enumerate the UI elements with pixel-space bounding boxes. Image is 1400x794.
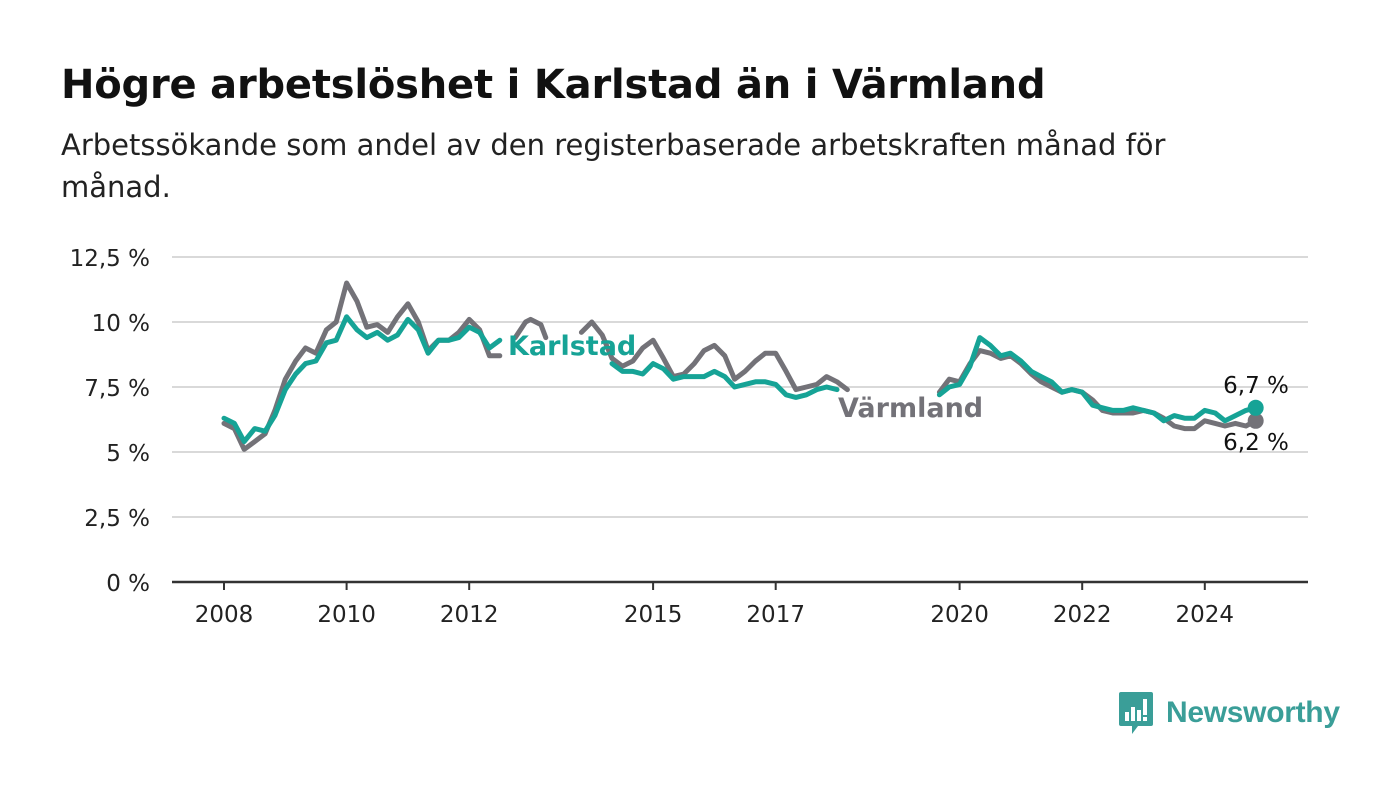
y-tick-label: 7,5 % — [84, 376, 150, 402]
y-tick-label: 12,5 % — [70, 246, 150, 272]
x-tick-label: 2022 — [1053, 602, 1112, 628]
karlstad-end-value: 6,7 % — [1223, 373, 1289, 399]
x-tick-label: 2020 — [930, 602, 989, 628]
x-tick-label: 2008 — [195, 602, 254, 628]
x-tick-label: 2024 — [1176, 602, 1235, 628]
karlstad-end-point — [1247, 399, 1264, 416]
varmland-end-point — [1247, 412, 1264, 429]
karlstad-series-line — [936, 335, 1259, 424]
grid-layer: 0 % 2,5 % 5 % 7,5 % 10 % 12,5 % 2008 2010 2012 20… — [70, 246, 1308, 628]
x-tick-label: 2015 — [624, 602, 683, 628]
newsworthy-brand[interactable]: Newsworthy — [1118, 690, 1340, 736]
y-tick-label: 10 % — [92, 311, 150, 337]
y-tick-label: 0 % — [106, 571, 150, 597]
karlstad-series-line — [609, 361, 840, 400]
x-tick-label: 2017 — [746, 602, 805, 628]
varmland-series-line — [221, 280, 503, 452]
x-tick-label: 2010 — [317, 602, 376, 628]
karlstad-series-label: Karlstad — [508, 331, 636, 362]
y-tick-label: 2,5 % — [84, 506, 150, 532]
karlstad-series-line — [221, 314, 503, 445]
series-layer — [221, 280, 1264, 452]
label-layer: Karlstad Värmland 6,7 % 6,2 % — [508, 331, 1289, 456]
varmland-series-line — [512, 316, 549, 341]
varmland-end-value: 6,2 % — [1223, 430, 1289, 456]
chart-title: Högre arbetslöshet i Karlstad än i Värml… — [61, 62, 1046, 108]
y-tick-label: 5 % — [106, 441, 150, 467]
varmland-series-label: Värmland — [838, 393, 983, 424]
varmland-series-line — [936, 348, 1259, 432]
x-tick-label: 2012 — [440, 602, 499, 628]
chart-subtitle: Arbetssökande som andel av den registerb… — [61, 128, 1166, 204]
newsworthy-logo-icon — [1119, 692, 1153, 734]
varmland-series-line — [578, 319, 850, 393]
newsworthy-wordmark: Newsworthy — [1166, 696, 1340, 729]
